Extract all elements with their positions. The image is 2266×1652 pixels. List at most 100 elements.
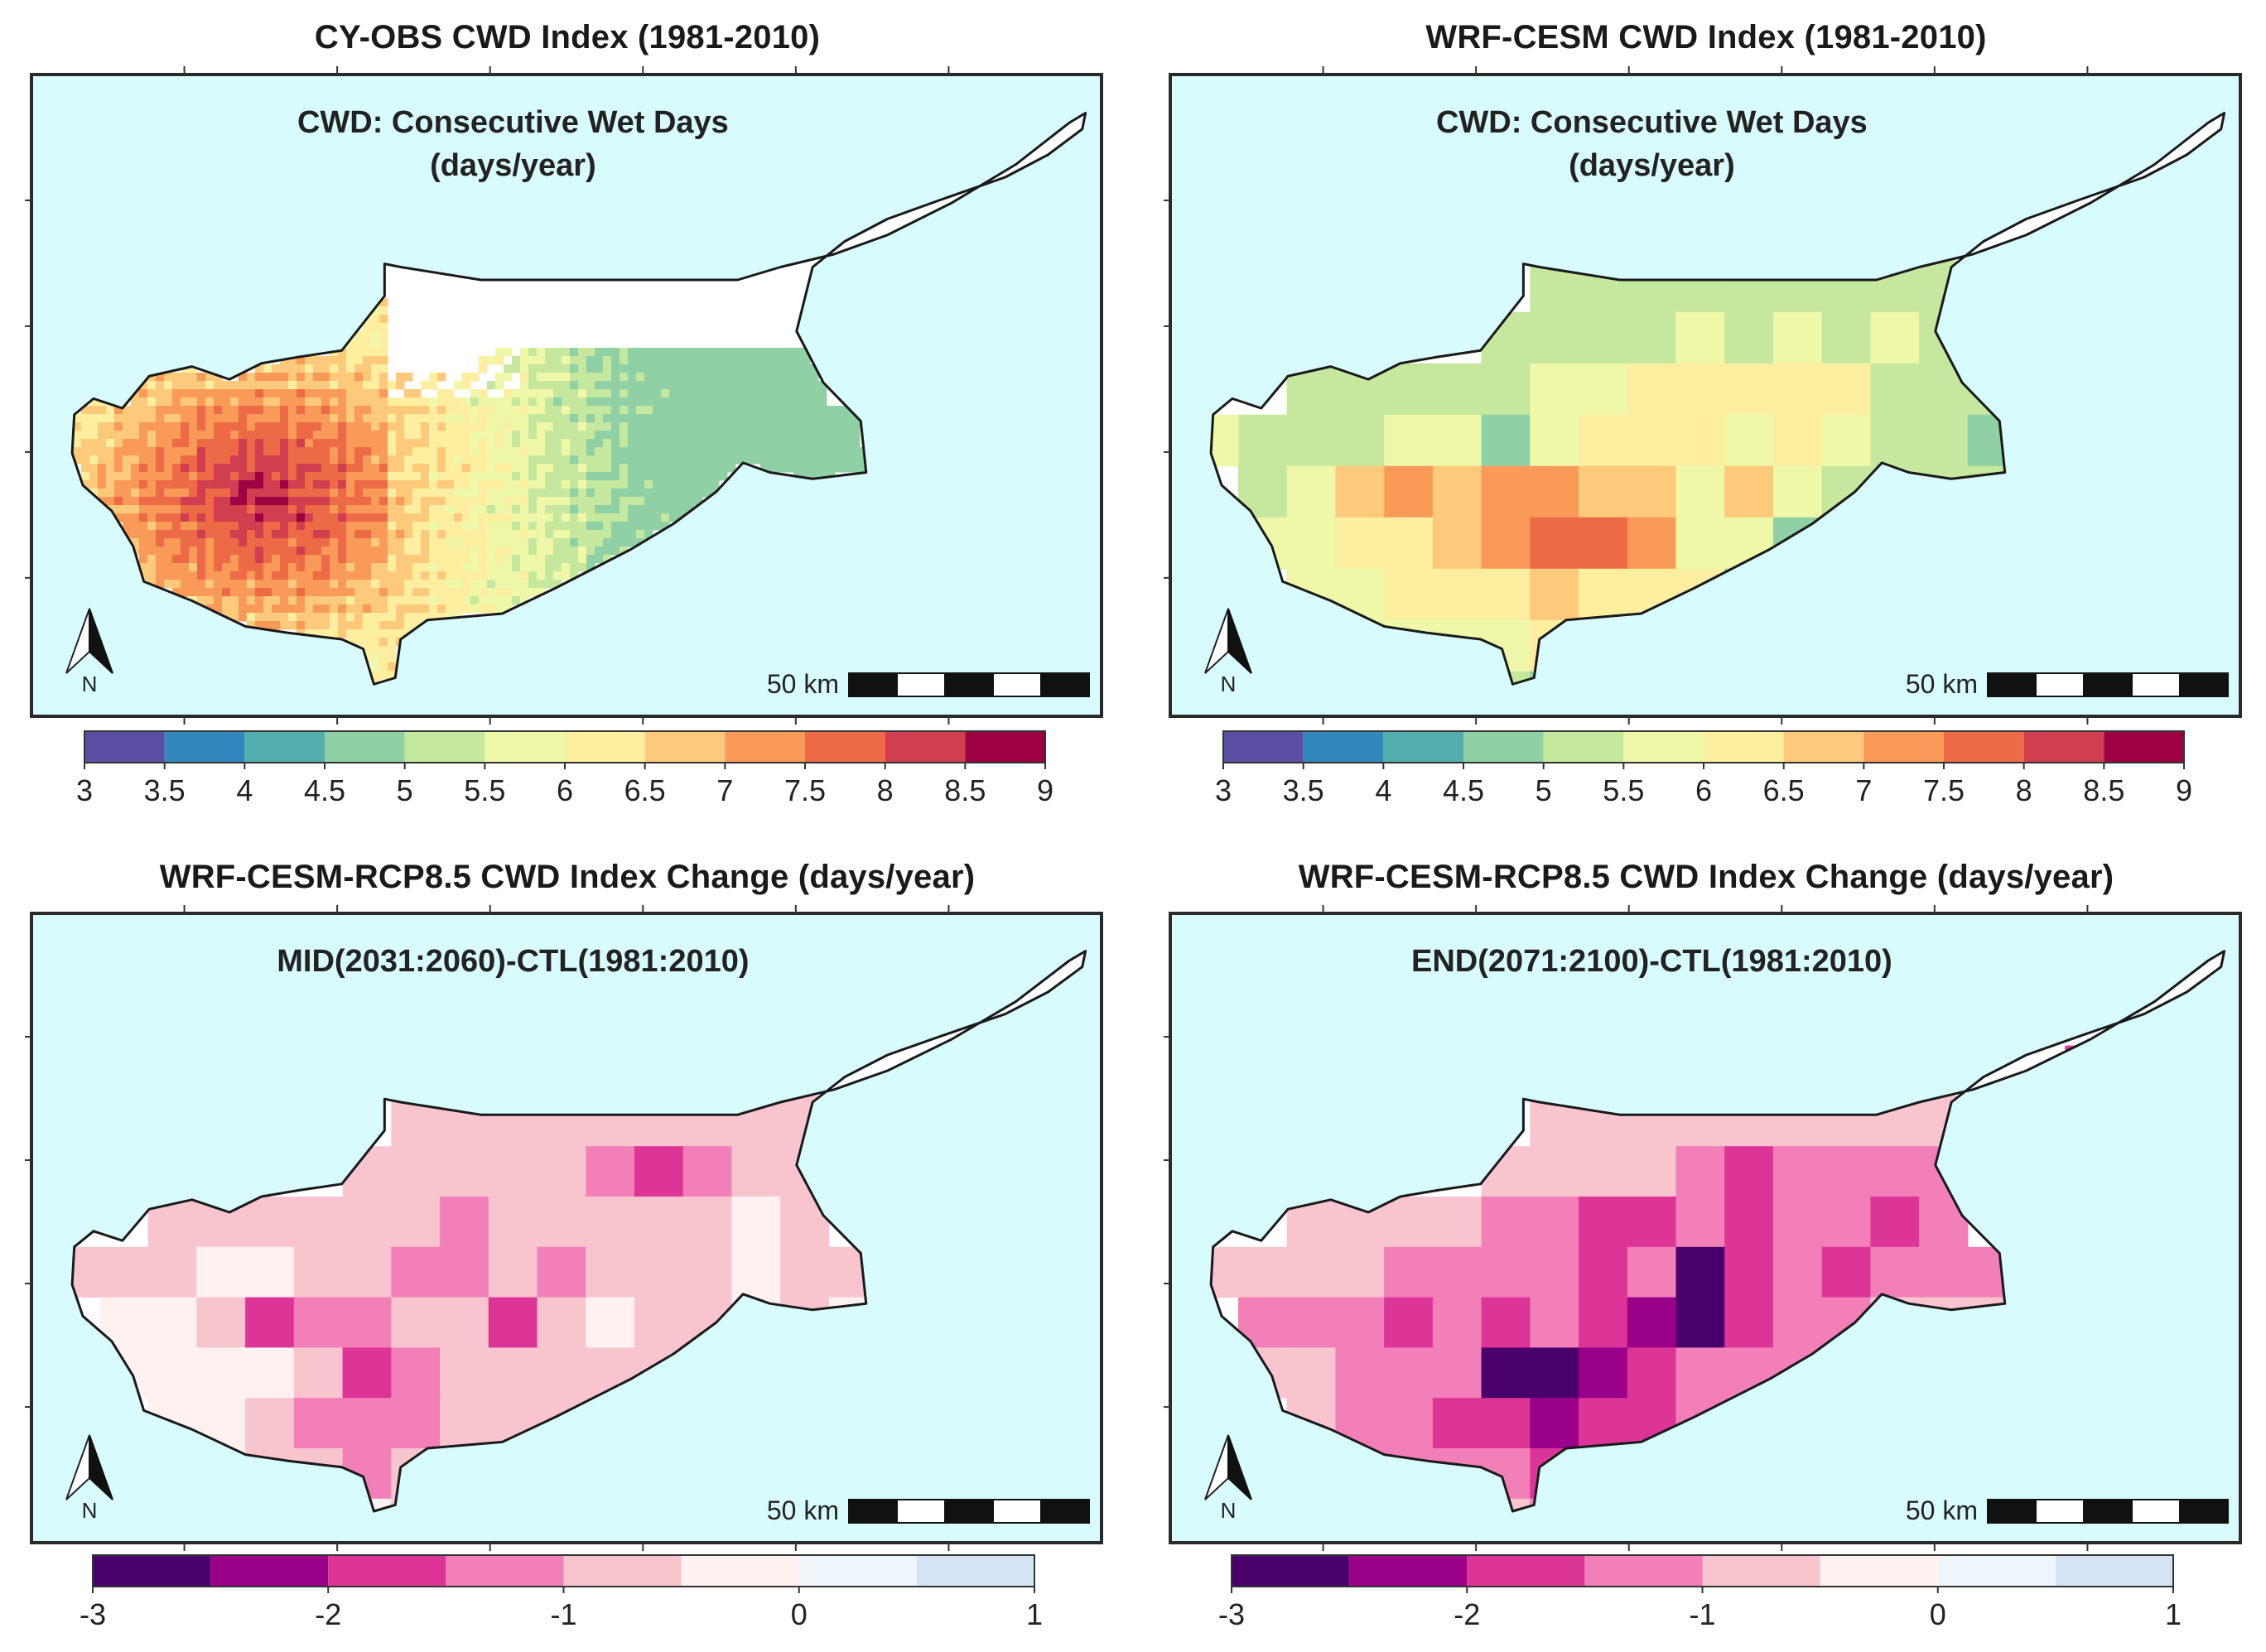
- obs-pixel: [570, 472, 579, 481]
- obs-pixel: [595, 513, 604, 523]
- obs-pixel: [156, 389, 165, 398]
- obs-pixel: [205, 538, 215, 547]
- obs-pixel: [131, 513, 140, 523]
- colorbar-tick-label: 7.5: [784, 773, 826, 807]
- obs-pixel: [147, 381, 157, 390]
- obs-pixel: [272, 373, 281, 382]
- obs-pixel: [272, 522, 281, 531]
- obs-pixel: [330, 538, 339, 547]
- obs-pixel: [371, 638, 380, 647]
- obs-pixel: [437, 422, 446, 431]
- obs-pixel: [272, 397, 281, 407]
- obs-pixel: [454, 563, 463, 572]
- obs-pixel: [553, 422, 562, 431]
- obs-pixel: [255, 497, 264, 506]
- obs-pixel: [653, 356, 662, 365]
- obs-pixel: [321, 547, 330, 556]
- obs-pixel: [181, 414, 190, 423]
- obs-pixel: [156, 422, 165, 431]
- obs-pixel: [470, 464, 480, 473]
- obs-pixel: [189, 422, 198, 431]
- obs-pixel: [562, 439, 571, 448]
- obs-pixel: [263, 571, 272, 580]
- obs-pixel: [611, 364, 620, 373]
- obs-pixel: [578, 472, 587, 481]
- obs-pixel: [437, 613, 446, 622]
- obs-pixel: [777, 364, 786, 373]
- obs-pixel: [454, 497, 463, 506]
- obs-pixel: [338, 406, 347, 415]
- obs-pixel: [338, 480, 347, 489]
- obs-pixel: [222, 489, 231, 498]
- north-arrow-right-half: [89, 608, 113, 674]
- obs-pixel: [388, 563, 397, 572]
- obs-pixel: [197, 431, 206, 440]
- obs-pixel: [272, 513, 281, 523]
- obs-pixel: [354, 464, 364, 473]
- scale-bar-segment: [2035, 672, 2085, 697]
- obs-pixel: [346, 373, 355, 382]
- obs-pixel: [752, 414, 761, 423]
- obs-pixel: [595, 373, 604, 382]
- obs-pixel: [686, 447, 695, 456]
- obs-pixel: [147, 530, 157, 539]
- obs-pixel: [553, 381, 562, 390]
- grid-cell: [1821, 363, 1871, 416]
- obs-pixel: [230, 613, 239, 622]
- obs-pixel: [562, 447, 571, 456]
- obs-pixel: [595, 530, 604, 539]
- obs-pixel: [139, 563, 148, 572]
- obs-pixel: [239, 431, 248, 440]
- obs-pixel: [371, 364, 380, 373]
- colorbar-swatch: [1349, 1555, 1468, 1587]
- obs-pixel: [694, 497, 703, 506]
- scale-bar-segment: [992, 672, 1042, 697]
- obs-pixel: [686, 348, 695, 357]
- obs-pixel: [404, 530, 413, 539]
- obs-pixel: [727, 464, 736, 473]
- obs-pixel: [156, 538, 165, 547]
- obs-pixel: [785, 422, 794, 431]
- obs-pixel: [454, 439, 463, 448]
- obs-pixel: [479, 489, 488, 498]
- obs-pixel: [421, 580, 430, 589]
- obs-pixel: [562, 547, 571, 556]
- obs-pixel: [677, 348, 687, 357]
- obs-pixel: [379, 364, 388, 373]
- obs-pixel: [388, 431, 397, 440]
- scale-bar-segment: [848, 672, 898, 697]
- obs-pixel: [793, 348, 803, 357]
- obs-pixel: [545, 480, 554, 489]
- obs-pixel: [429, 555, 438, 564]
- obs-pixel: [454, 489, 463, 498]
- obs-pixel: [280, 563, 289, 572]
- obs-pixel: [321, 596, 330, 605]
- obs-pixel: [504, 439, 513, 448]
- obs-pixel: [504, 497, 513, 506]
- obs-pixel: [330, 389, 339, 398]
- obs-pixel: [512, 547, 521, 556]
- obs-pixel: [297, 580, 306, 589]
- obs-pixel: [520, 439, 529, 448]
- obs-pixel: [247, 480, 256, 489]
- obs-pixel: [363, 547, 372, 556]
- obs-pixel: [371, 654, 380, 663]
- obs-pixel: [677, 497, 687, 506]
- obs-pixel: [371, 431, 380, 440]
- obs-pixel: [230, 455, 239, 465]
- obs-pixel: [73, 447, 82, 456]
- obs-pixel: [603, 513, 612, 523]
- obs-pixel: [620, 447, 629, 456]
- grid-cell: [634, 1297, 684, 1348]
- panel-title: WRF-CESM-RCP8.5 CWD Index Change (days/y…: [159, 859, 976, 895]
- obs-pixel: [694, 489, 703, 498]
- grid-cell: [634, 1146, 684, 1197]
- grid-cell: [731, 1197, 781, 1248]
- obs-pixel: [620, 489, 629, 498]
- obs-pixel: [437, 530, 446, 539]
- grid-cell: [1579, 1398, 1628, 1449]
- obs-pixel: [677, 447, 687, 456]
- obs-pixel: [487, 547, 496, 556]
- obs-pixel: [247, 389, 256, 398]
- obs-pixel: [255, 538, 264, 547]
